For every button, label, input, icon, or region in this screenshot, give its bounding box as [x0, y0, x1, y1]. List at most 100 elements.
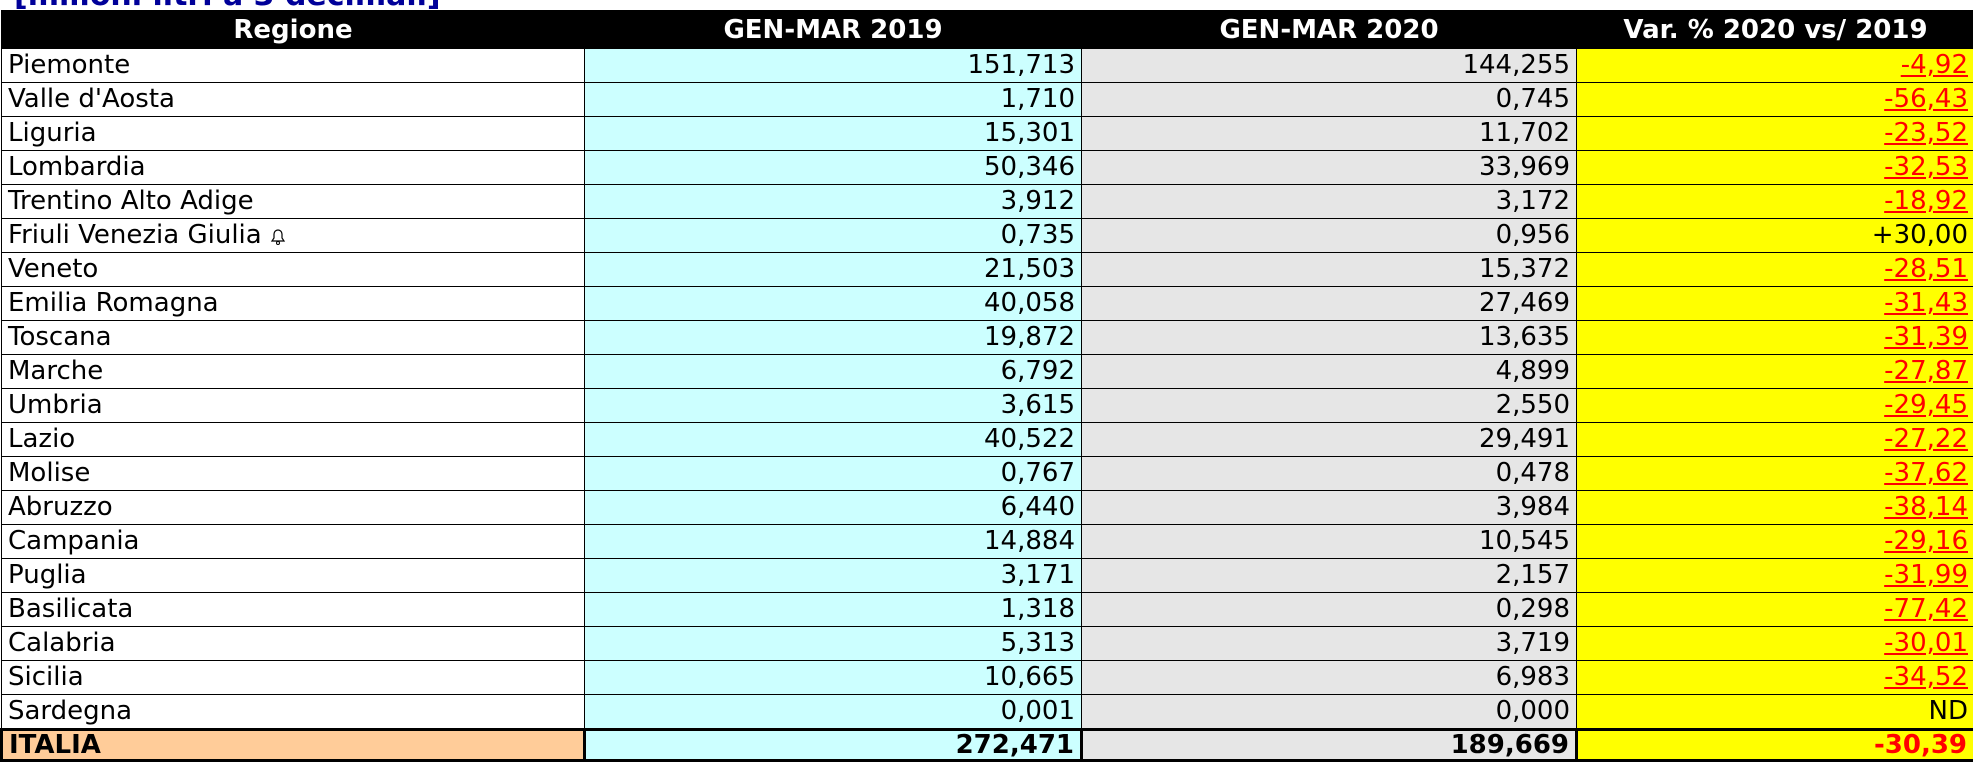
cell-text: 3,912: [1000, 186, 1075, 216]
cell-text: -31,43: [1884, 288, 1968, 318]
cell-text: Lazio: [8, 424, 76, 454]
value-cell: -37,62: [1576, 456, 1973, 491]
value-cell: 0,000: [1081, 694, 1577, 730]
header-cell: GEN-MAR 2019: [584, 10, 1082, 49]
header-cell: Var. % 2020 vs/ 2019: [1576, 10, 1973, 49]
value-cell: 2,550: [1081, 388, 1577, 423]
value-cell: 6,983: [1081, 660, 1577, 695]
table-row: Emilia Romagna 40,058 27,469 -31,43: [1, 286, 1973, 321]
value-cell: 0,745: [1081, 82, 1577, 117]
cell-text: Sardegna: [8, 696, 133, 726]
cell-text: 27,469: [1479, 288, 1570, 318]
header-row: Regione GEN-MAR 2019 GEN-MAR 2020 Var. % 20…: [1, 10, 1973, 49]
bell-icon: [270, 228, 285, 245]
region-cell: Veneto: [1, 252, 585, 287]
table-row: Trentino Alto Adige 3,912 3,172 -18,92: [1, 184, 1973, 219]
cell-text: -77,42: [1884, 594, 1968, 624]
cell-text: Molise: [8, 458, 91, 488]
cell-text: -56,43: [1884, 84, 1968, 114]
cell-text: -30,01: [1884, 628, 1968, 658]
value-cell: 3,719: [1081, 626, 1577, 661]
cell-text: 0,298: [1495, 594, 1570, 624]
table-row: Toscana 19,872 13,635 -31,39: [1, 320, 1973, 355]
table-row: Abruzzo 6,440 3,984 -38,14: [1, 490, 1973, 525]
cell-text: 1,318: [1000, 594, 1075, 624]
value-cell: 6,440: [584, 490, 1082, 525]
region-cell: Calabria: [1, 626, 585, 661]
table-row: Sardegna 0,001 0,000 ND: [1, 694, 1973, 730]
table-row: Molise 0,767 0,478 -37,62: [1, 456, 1973, 491]
value-cell: 0,298: [1081, 592, 1577, 627]
cell-text: -32,53: [1884, 152, 1968, 182]
cell-text: Liguria: [8, 118, 97, 148]
region-cell: Trentino Alto Adige: [1, 184, 585, 219]
table-row: Puglia 3,171 2,157 -31,99: [1, 558, 1973, 593]
cell-text: 2,157: [1495, 560, 1570, 590]
value-cell: 11,702: [1081, 116, 1577, 151]
cell-text: 15,301: [984, 118, 1075, 148]
region-cell: Puglia: [1, 558, 585, 593]
table-row: Basilicata 1,318 0,298 -77,42: [1, 592, 1973, 627]
region-cell: Basilicata: [1, 592, 585, 627]
value-cell: 15,301: [584, 116, 1082, 151]
value-cell: ND: [1576, 694, 1973, 730]
value-cell: 1,710: [584, 82, 1082, 117]
cell-text: -34,52: [1884, 662, 1968, 692]
region-cell: Lombardia: [1, 150, 585, 185]
value-cell: -29,45: [1576, 388, 1973, 423]
header-cell: GEN-MAR 2020: [1081, 10, 1577, 49]
cell-text: 3,984: [1495, 492, 1570, 522]
region-cell: Friuli Venezia Giulia: [1, 218, 585, 253]
cell-text: 0,745: [1495, 84, 1570, 114]
value-cell: -28,51: [1576, 252, 1973, 287]
total-row: ITALIA 272,471 189,669 -30,39: [0, 728, 1973, 762]
region-cell: Piemonte: [1, 48, 585, 83]
value-cell: -30,01: [1576, 626, 1973, 661]
value-cell: 3,171: [584, 558, 1082, 593]
cell-text: ND: [1928, 696, 1968, 726]
cell-text: 0,001: [1000, 696, 1075, 726]
cell-text: 21,503: [984, 254, 1075, 284]
cell-text: Calabria: [8, 628, 116, 658]
cell-text: -29,16: [1884, 526, 1968, 556]
cell-text: 40,522: [984, 424, 1075, 454]
table-body: Piemonte 151,713 144,255 -4,92 Valle d'Aosta…: [0, 48, 1973, 762]
cell-text: 3,172: [1495, 186, 1570, 216]
cell-text: -31,99: [1884, 560, 1968, 590]
value-cell: 3,984: [1081, 490, 1577, 525]
value-cell: 4,899: [1081, 354, 1577, 389]
cell-text: 5,313: [1000, 628, 1075, 658]
cell-text: -30,39: [1873, 730, 1967, 760]
region-cell: Sardegna: [1, 694, 585, 730]
table-row: Friuli Venezia Giulia 0,735 0,956 +30,00: [1, 218, 1973, 253]
table-row: Veneto 21,503 15,372 -28,51: [1, 252, 1973, 287]
cell-text: 0,478: [1495, 458, 1570, 488]
cell-text: Basilicata: [8, 594, 134, 624]
table-row: Umbria 3,615 2,550 -29,45: [1, 388, 1973, 423]
cell-text: 6,440: [1000, 492, 1075, 522]
value-cell: -23,52: [1576, 116, 1973, 151]
value-cell: 29,491: [1081, 422, 1577, 457]
value-cell: 3,615: [584, 388, 1082, 423]
cell-text: 6,983: [1495, 662, 1570, 692]
subtitle: [milioni litri a 3 decimali]: [14, 0, 441, 13]
value-cell: 27,469: [1081, 286, 1577, 321]
cell-text: -28,51: [1884, 254, 1968, 284]
cell-text: Emilia Romagna: [8, 288, 219, 318]
value-cell: 151,713: [584, 48, 1082, 83]
cell-text: Toscana: [8, 322, 112, 352]
cell-text: -23,52: [1884, 118, 1968, 148]
cell-text: 15,372: [1479, 254, 1570, 284]
cell-text: 151,713: [967, 50, 1075, 80]
value-cell: 0,767: [584, 456, 1082, 491]
value-cell: 3,172: [1081, 184, 1577, 219]
table-row: Marche 6,792 4,899 -27,87: [1, 354, 1973, 389]
region-cell: Abruzzo: [1, 490, 585, 525]
value-cell: 10,545: [1081, 524, 1577, 559]
cell-text: -37,62: [1884, 458, 1968, 488]
cell-text: Piemonte: [8, 50, 131, 80]
cell-text: -4,92: [1900, 50, 1968, 80]
value-cell: 0,956: [1081, 218, 1577, 253]
cell-text: Valle d'Aosta: [8, 84, 175, 114]
value-cell: 0,478: [1081, 456, 1577, 491]
